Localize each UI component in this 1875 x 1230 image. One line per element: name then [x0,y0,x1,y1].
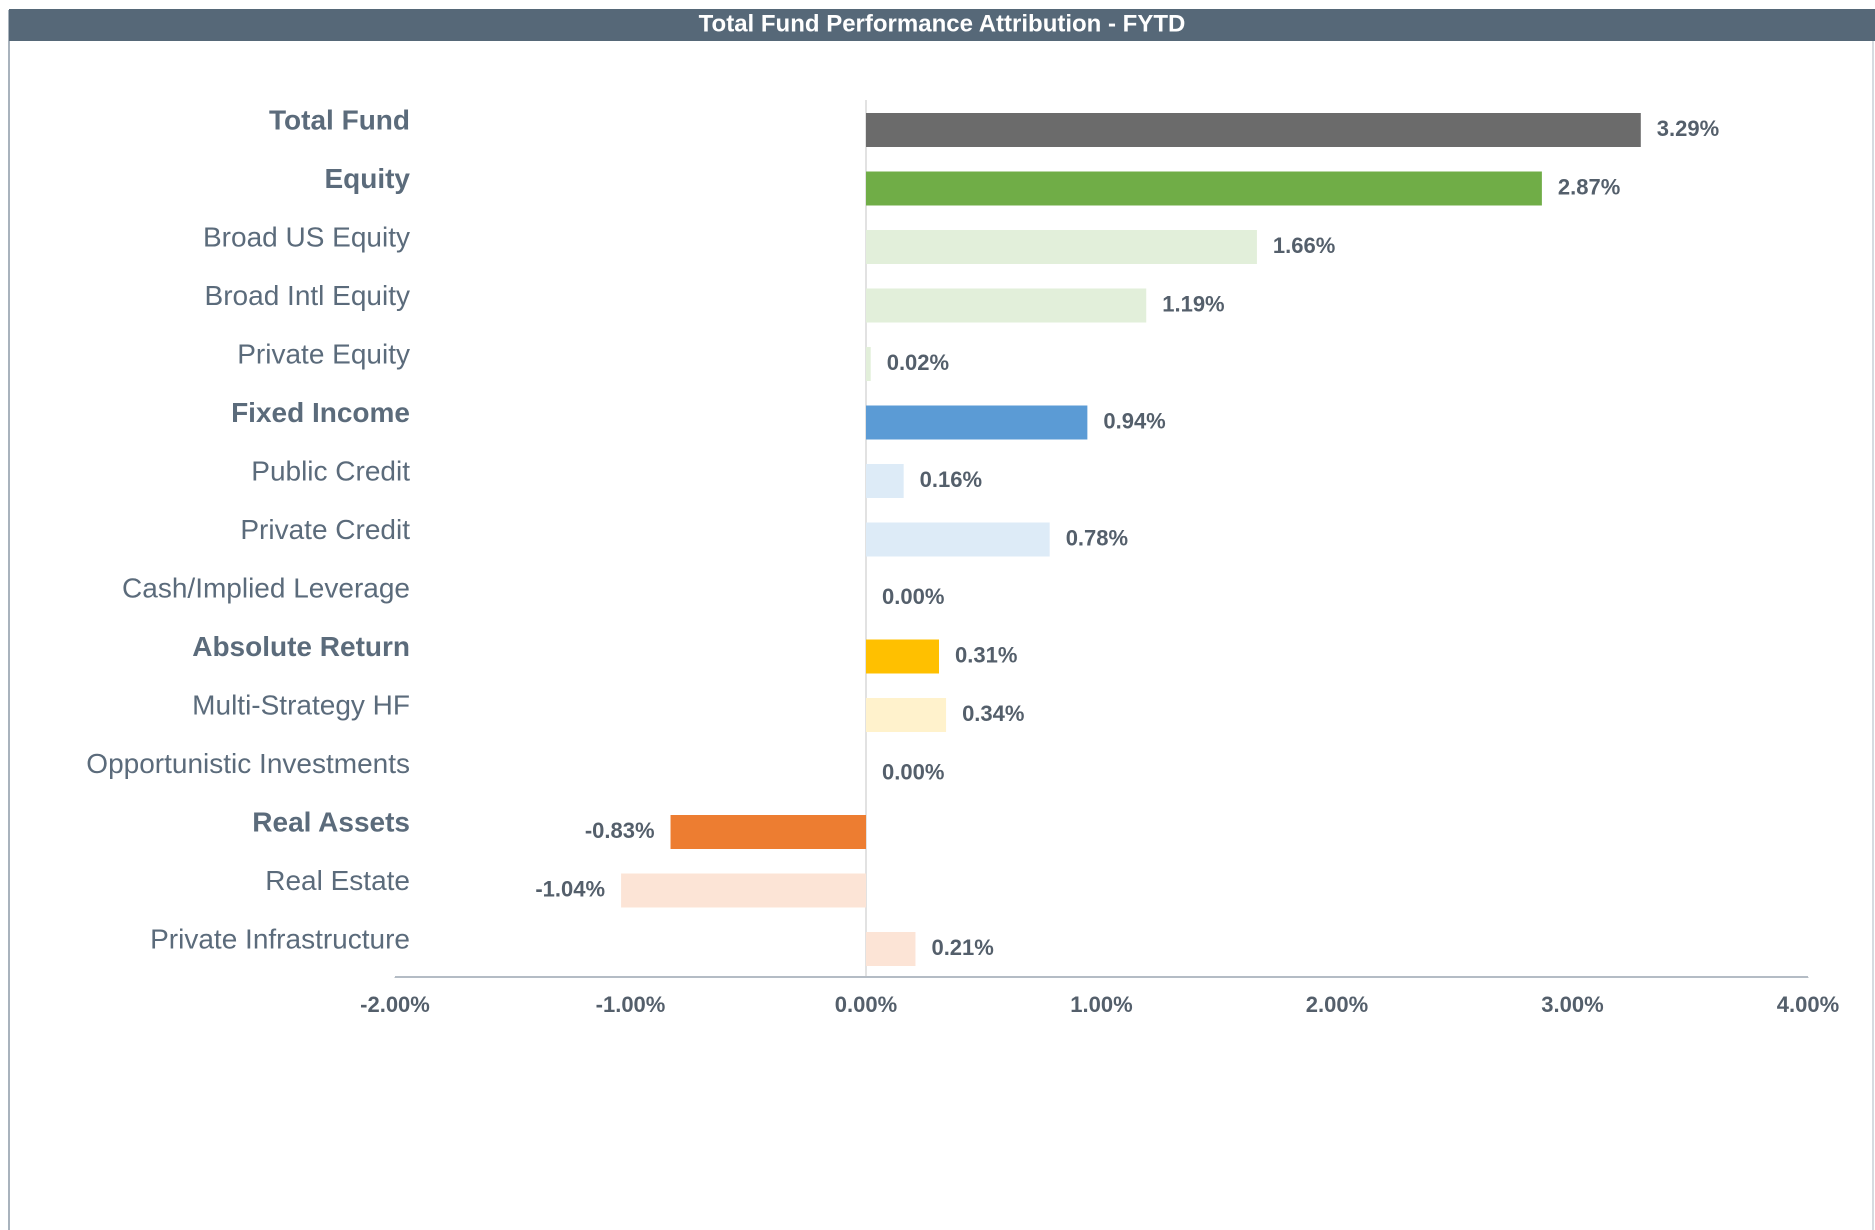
bar [866,347,871,381]
bar [621,873,866,908]
category-label: Multi-Strategy HF [192,689,410,720]
category-label: Private Credit [240,514,410,545]
bar [866,171,1542,206]
value-label: 0.00% [882,584,944,609]
title-bar [9,9,1875,41]
value-label: 1.66% [1273,233,1335,258]
x-tick-label: 2.00% [1306,992,1368,1017]
value-label: 2.87% [1558,174,1620,199]
x-tick-label: -1.00% [596,992,666,1017]
value-label: 0.78% [1066,525,1128,550]
bar [866,522,1050,557]
bar [670,815,866,849]
value-label: -0.83% [585,818,655,843]
category-label: Cash/Implied Leverage [122,572,410,603]
category-label: Total Fund [269,104,410,135]
bar [866,288,1147,323]
value-label: 0.16% [920,467,982,492]
x-tick-label: 0.00% [835,992,897,1017]
category-label: Real Estate [265,865,410,896]
x-tick-label: -2.00% [360,992,430,1017]
x-tick-label: 4.00% [1777,992,1839,1017]
value-label: 0.21% [931,935,993,960]
bar [866,113,1641,147]
chart-title: Total Fund Performance Attribution - FYT… [699,10,1186,37]
category-label: Opportunistic Investments [86,748,410,779]
value-label: 0.00% [882,759,944,784]
category-label: Broad Intl Equity [205,280,410,311]
category-label: Equity [324,163,410,194]
bar [866,464,904,498]
category-label: Fixed Income [231,397,410,428]
bar [866,932,916,966]
bar [866,405,1088,440]
x-tick-label: 3.00% [1541,992,1603,1017]
category-label: Public Credit [251,455,410,486]
value-label: 3.29% [1657,116,1719,141]
bar [866,639,940,674]
value-label: 0.31% [955,642,1017,667]
value-label: 1.19% [1162,291,1224,316]
category-label: Absolute Return [192,631,410,662]
value-label: 0.34% [962,701,1024,726]
bar [866,230,1257,264]
category-label: Private Equity [237,338,410,369]
category-label: Real Assets [252,806,410,837]
value-label: -1.04% [535,876,605,901]
x-tick-label: 1.00% [1070,992,1132,1017]
category-label: Private Infrastructure [150,923,410,954]
value-label: 0.02% [887,350,949,375]
bar [866,698,947,732]
category-label: Broad US Equity [203,221,410,252]
value-label: 0.94% [1103,408,1165,433]
